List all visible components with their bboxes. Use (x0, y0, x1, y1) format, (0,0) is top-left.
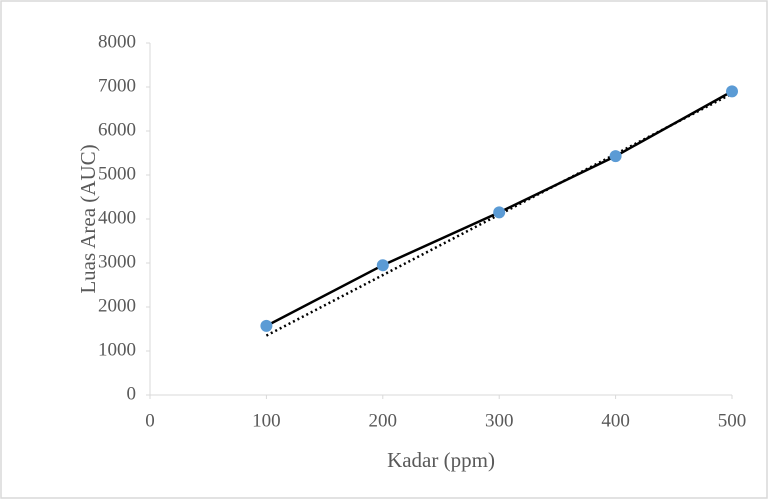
data-point (609, 150, 622, 163)
y-axis-label: Luas Area (AUC) (76, 144, 100, 293)
x-tick-label: 100 (252, 410, 281, 431)
y-tick-label: 7000 (98, 75, 136, 96)
y-tick-label: 0 (127, 383, 137, 404)
data-point (493, 206, 506, 219)
y-tick-label: 8000 (98, 31, 136, 52)
x-tick-label: 500 (718, 410, 747, 431)
y-tick-label: 6000 (98, 119, 136, 140)
y-tick-label: 5000 (98, 163, 136, 184)
x-axis-label: Kadar (ppm) (387, 448, 495, 472)
y-tick-label: 4000 (98, 207, 136, 228)
x-tick-label: 400 (601, 410, 630, 431)
data-point (726, 85, 738, 98)
y-tick-label: 3000 (98, 251, 136, 272)
x-tick-label: 0 (145, 410, 155, 431)
x-tick-label: 200 (369, 410, 398, 431)
data-point (376, 259, 389, 272)
data-point (260, 319, 273, 332)
y-tick-label: 1000 (98, 339, 136, 360)
x-tick-label: 300 (485, 410, 514, 431)
y-tick-label: 2000 (98, 295, 136, 316)
